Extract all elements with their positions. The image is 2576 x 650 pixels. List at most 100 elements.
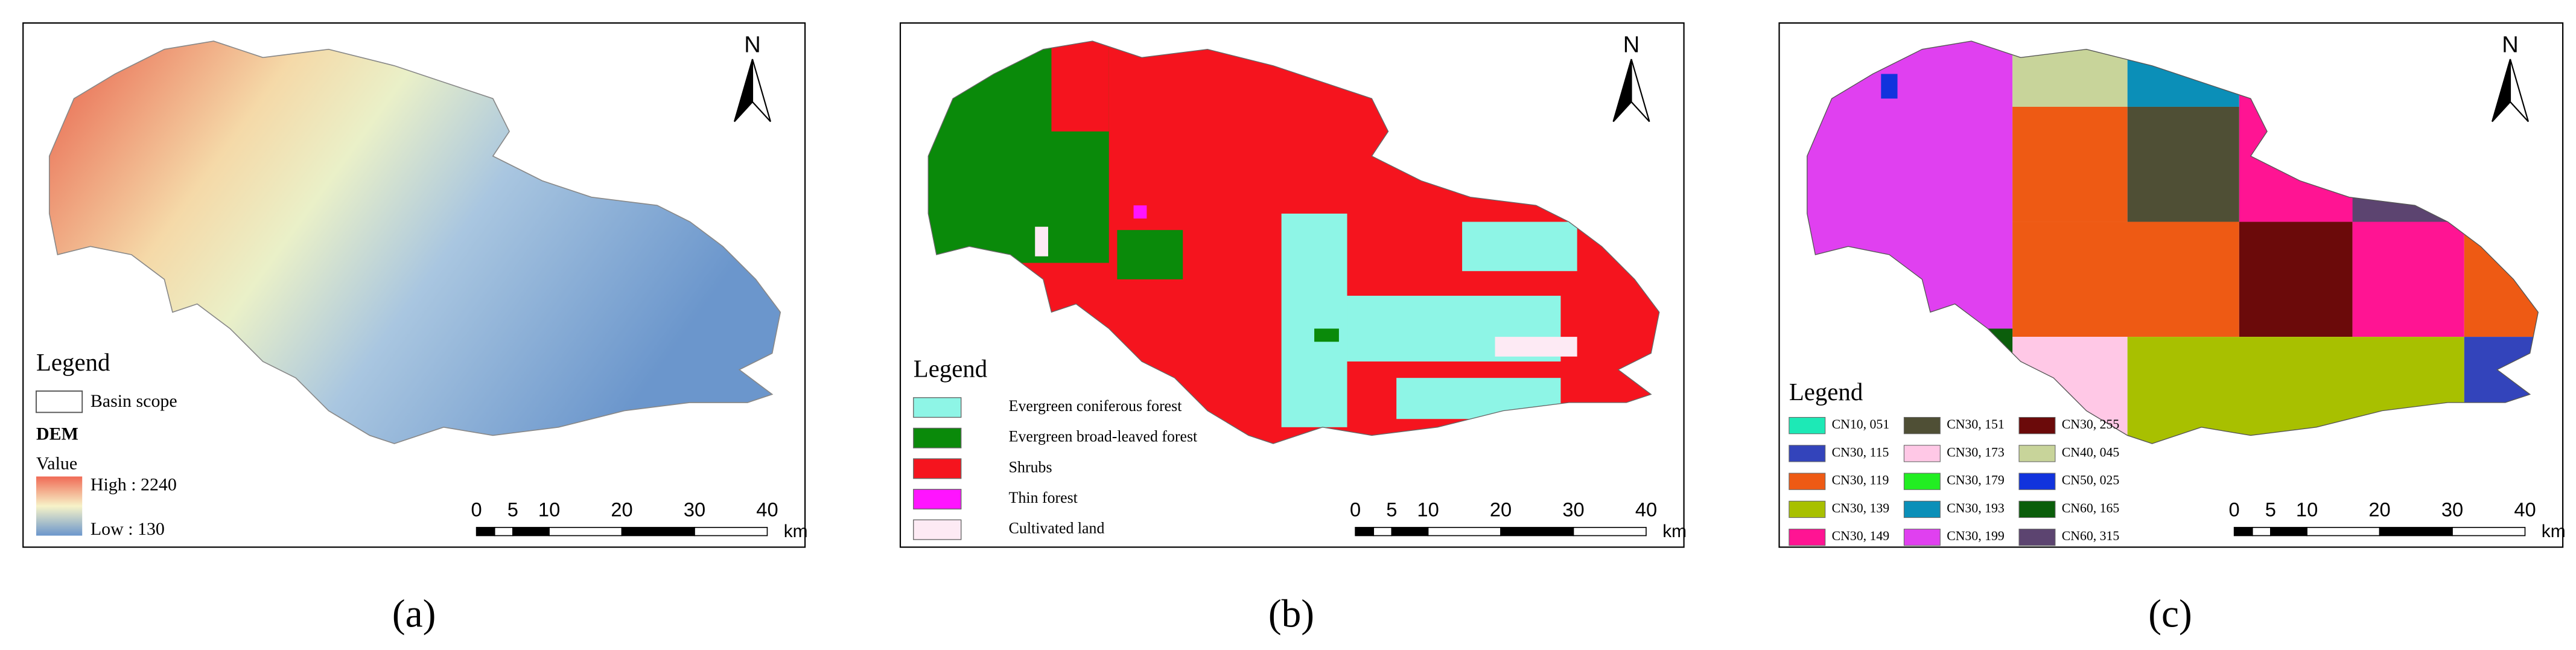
north-arrow: [751, 59, 771, 123]
legend-swatch: [1903, 500, 1941, 518]
scale-bar-tick-label: 0: [1350, 498, 1361, 520]
legend-swatch: [1903, 473, 1941, 490]
scale-bar-unit: km: [784, 521, 808, 541]
legend-label: CN30, 193: [1947, 501, 2005, 515]
cn-zone: [1881, 74, 1898, 99]
legend-swatch: [1789, 500, 1826, 518]
north-arrow: [1630, 59, 1650, 123]
scale-bar-tick-label: 30: [684, 498, 705, 520]
legend-label: CN30, 115: [1832, 445, 1889, 459]
scale-bar-segment: [2233, 527, 2253, 537]
scale-bar-tick-label: 5: [1386, 498, 1397, 520]
scale-bar-tick-label: 5: [507, 498, 518, 520]
legend-label: CN30, 199: [1947, 529, 2005, 543]
legend-swatch: [1789, 416, 1826, 435]
scale-bar-tick-label: 10: [1417, 498, 1439, 520]
north-arrow: [2509, 59, 2529, 123]
legend-label: Thin forest: [1009, 489, 1078, 506]
scale-bar-segment: [694, 527, 768, 537]
legend-swatch: [1789, 529, 1826, 546]
legend-label: Low : 130: [91, 519, 165, 539]
north-arrow: [733, 59, 754, 123]
legend-label: CN10, 051: [1832, 417, 1890, 432]
north-arrow: [2492, 59, 2511, 123]
legend-field: Value: [36, 453, 77, 473]
cn-zone: [2127, 106, 2239, 222]
scale-bar-unit: km: [2542, 521, 2566, 541]
cn-zone: [1979, 328, 2013, 362]
legend-swatch: [2018, 500, 2056, 518]
legend-swatch: [1903, 416, 1941, 435]
legend-label: Shrubs: [1009, 458, 1052, 476]
legend-swatch: [1789, 445, 1826, 462]
legend-ramp: [36, 476, 83, 536]
legend-label: CN30, 255: [2062, 417, 2120, 432]
cn-zone: [2464, 337, 2539, 444]
scale-bar-segment: [494, 527, 514, 537]
scale-bar-tick-label: 20: [611, 498, 632, 520]
scale-bar-tick-label: 30: [2441, 498, 2463, 520]
legend-swatch: [2018, 529, 2056, 546]
north-arrow: [1612, 59, 1632, 123]
cn-zone: [2127, 337, 2464, 444]
scale-bar-tick-label: 10: [2296, 498, 2318, 520]
scale-bar-segment: [1573, 527, 1647, 537]
legend-label: CN30, 151: [1947, 417, 2005, 432]
legend-label: CN30, 149: [1832, 529, 1890, 543]
scale-bar-tick-label: 0: [471, 498, 482, 520]
legend-label: CN50, 025: [2062, 473, 2120, 488]
legend-label: Cultivated land: [1009, 520, 1105, 537]
landuse-map: [928, 41, 1659, 444]
scale-bar-segment: [475, 527, 495, 537]
scale-bar-segment: [621, 527, 695, 537]
panel-frames: [22, 22, 2564, 548]
cn-zone: [2352, 189, 2464, 222]
legend-label: CN30, 173: [1947, 445, 2005, 459]
legend-label: CN40, 045: [2062, 445, 2120, 459]
cn-zone: [2012, 221, 2239, 337]
legend-swatch: [2018, 445, 2056, 462]
scale-bar-tick-label: 10: [538, 498, 560, 520]
legend-label: CN30, 119: [1832, 473, 1889, 488]
legend-label: Basin scope: [91, 391, 177, 411]
cn-zone: [2239, 221, 2353, 337]
legend-title: Legend: [914, 355, 987, 383]
scale-bar-segment: [2306, 527, 2380, 537]
scale-bar-segment: [1427, 527, 1501, 537]
legend-swatch: [913, 397, 962, 418]
panel-label: (a): [392, 593, 436, 636]
legend-swatch: [1903, 529, 1941, 546]
scale-bar-tick-label: 40: [1635, 498, 1657, 520]
legend-swatch: [913, 519, 962, 540]
scale-bar-segment: [2452, 527, 2526, 537]
cn-zone: [2259, 98, 2275, 112]
cn-zone: [2012, 106, 2128, 222]
legend-label: CN30, 179: [1947, 473, 2005, 488]
scale-bar-segment: [1355, 527, 1375, 537]
scale-bar-tick-label: 30: [1562, 498, 1584, 520]
legend-swatch: [913, 489, 962, 510]
scale-bar-segment: [1500, 527, 1574, 537]
north-label: N: [1623, 32, 1640, 57]
legend-title: Legend: [36, 349, 110, 376]
legend-swatch: [2018, 473, 2056, 490]
legend-swatch: [1903, 445, 1941, 462]
north-label: N: [2502, 32, 2519, 57]
dem-map: [48, 40, 781, 445]
scale-bar-segment: [2379, 527, 2453, 537]
legend-label: Evergreen coniferous forest: [1009, 397, 1183, 415]
scale-bar-tick-label: 5: [2265, 498, 2276, 520]
scale-bar-unit: km: [1662, 521, 1687, 541]
cn-map: [1807, 41, 2539, 444]
scale-bar-tick-label: 40: [756, 498, 778, 520]
panel-label: (b): [1268, 593, 1314, 636]
cn-zone: [2127, 41, 2239, 107]
scale-bar-tick-label: 20: [1490, 498, 1512, 520]
north-label: N: [744, 32, 761, 57]
legend-label: Evergreen broad-leaved forest: [1009, 428, 1198, 445]
scale-bar-tick-label: 20: [2368, 498, 2390, 520]
legend-title: Legend: [1789, 378, 1863, 406]
legend-label: High : 2240: [91, 475, 177, 495]
